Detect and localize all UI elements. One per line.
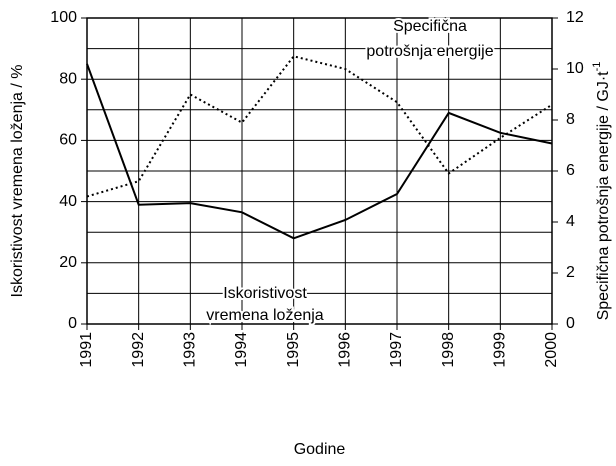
y2-axis-label-sup: -1: [591, 62, 603, 72]
annotation: vremena loženja: [206, 307, 324, 324]
x-tick-label: 1995: [285, 332, 302, 368]
x-tick-label: 1998: [440, 332, 457, 368]
y2-tick-label: 8: [566, 111, 575, 128]
series-line: [86, 63, 553, 240]
y-tick-label: 60: [59, 132, 77, 149]
y2-tick-label: 0: [566, 315, 575, 332]
x-axis-label: Godine: [294, 441, 346, 458]
x-tick-label: 1992: [130, 332, 147, 368]
y2-axis-label: Specifična potrošnja energije / GJ·t-1: [591, 62, 612, 321]
y2-tick-label: 10: [566, 60, 584, 77]
x-tick-label: 1997: [388, 332, 405, 368]
annotation: Specifična: [393, 18, 467, 35]
y-tick-label: 40: [59, 193, 77, 210]
x-tick-label: 1996: [337, 332, 354, 368]
y2-tick-label: 2: [566, 264, 575, 281]
y2-tick-label: 4: [566, 213, 575, 230]
x-tick-label: 1991: [78, 332, 95, 368]
y-tick-label: 20: [59, 254, 77, 271]
x-tick-label: 1994: [233, 332, 250, 368]
series-line: [86, 55, 553, 198]
y-axis-label: Iskoristivost vremena loženja / %: [9, 65, 26, 298]
x-tick-label: 1999: [492, 332, 509, 368]
annotation: potrošnja energije: [366, 43, 493, 60]
y-tick-label: 80: [59, 70, 77, 87]
y2-axis-label-main: Specifična potrošnja energije / GJ·t: [595, 71, 612, 321]
x-tick-label: 2000: [543, 332, 560, 368]
y2-tick-label: 6: [566, 162, 575, 179]
annotation: Iskoristivost: [223, 285, 307, 302]
y-tick-label: 100: [50, 9, 77, 26]
y2-tick-label: 12: [566, 9, 584, 26]
x-tick-label: 1993: [182, 332, 199, 368]
y-tick-label: 0: [68, 315, 77, 332]
